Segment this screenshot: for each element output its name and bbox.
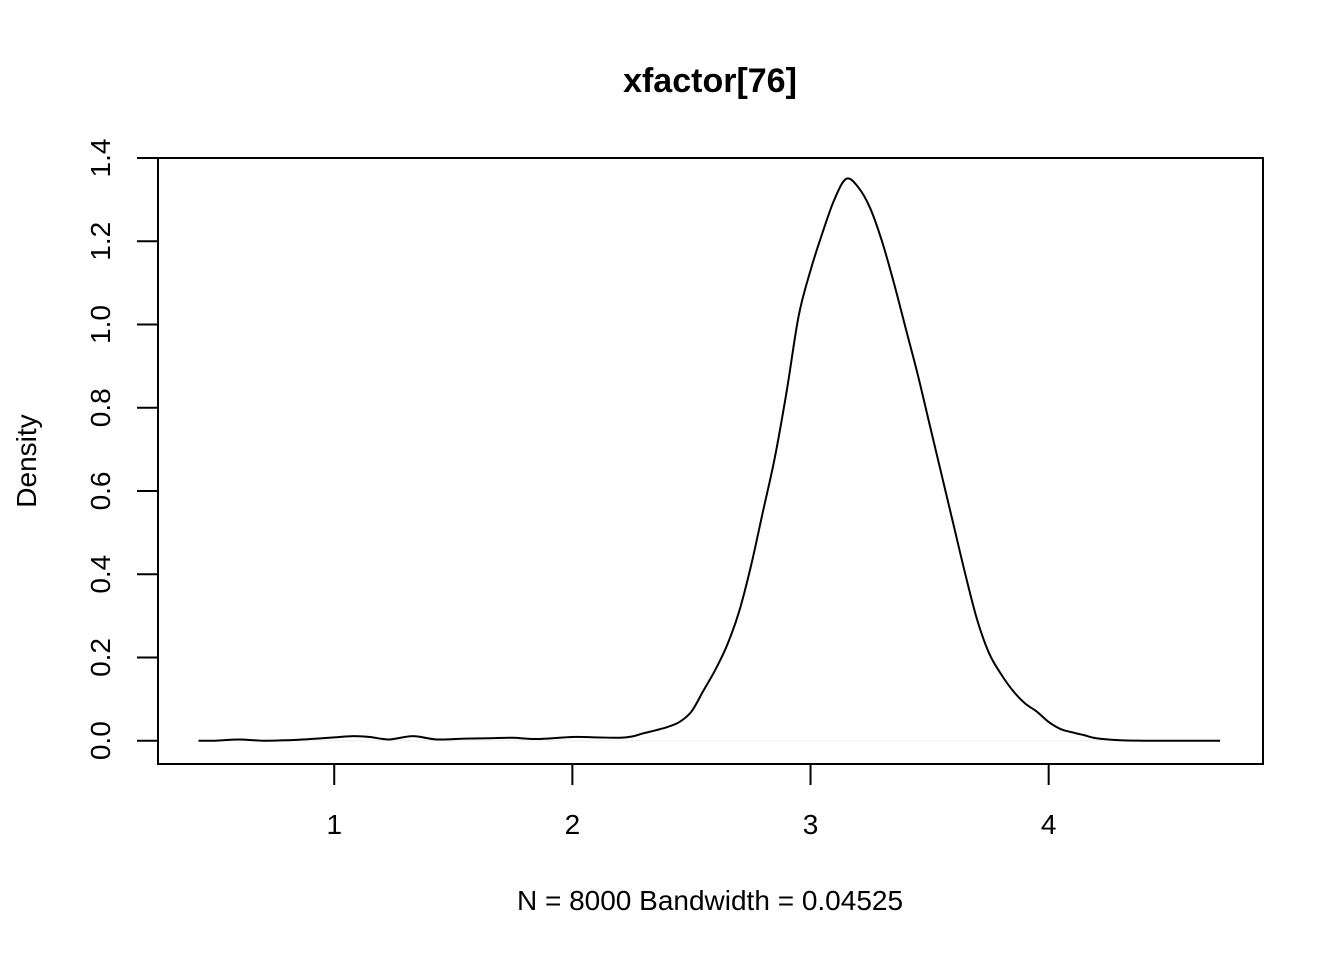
- density-curve: [198, 177, 1221, 742]
- y-tick-label: 1.2: [85, 222, 116, 261]
- y-axis-label: Density: [11, 414, 42, 507]
- y-tick-label: 0.4: [85, 555, 116, 594]
- y-tick-label: 0.8: [85, 388, 116, 427]
- y-tick-label: 0.6: [85, 471, 116, 510]
- x-axis: 1 2 3 4: [326, 763, 1057, 840]
- chart-title: xfactor[76]: [623, 62, 797, 100]
- plot-frame: [157, 157, 1264, 765]
- y-axis: 0.0 0.2 0.4 0.6 0.8 1.0 1.2 1.4: [85, 139, 159, 760]
- x-tick-label: 1: [326, 809, 342, 840]
- x-tick-label: 3: [803, 809, 819, 840]
- x-tick-label: 2: [565, 809, 581, 840]
- y-tick-label: 0.2: [85, 638, 116, 677]
- y-tick-label: 1.0: [85, 305, 116, 344]
- y-tick-label: 1.4: [85, 139, 116, 178]
- y-tick-label: 0.0: [85, 721, 116, 760]
- x-tick-label: 4: [1041, 809, 1057, 840]
- x-axis-label: N = 8000 Bandwidth = 0.04525: [517, 885, 903, 916]
